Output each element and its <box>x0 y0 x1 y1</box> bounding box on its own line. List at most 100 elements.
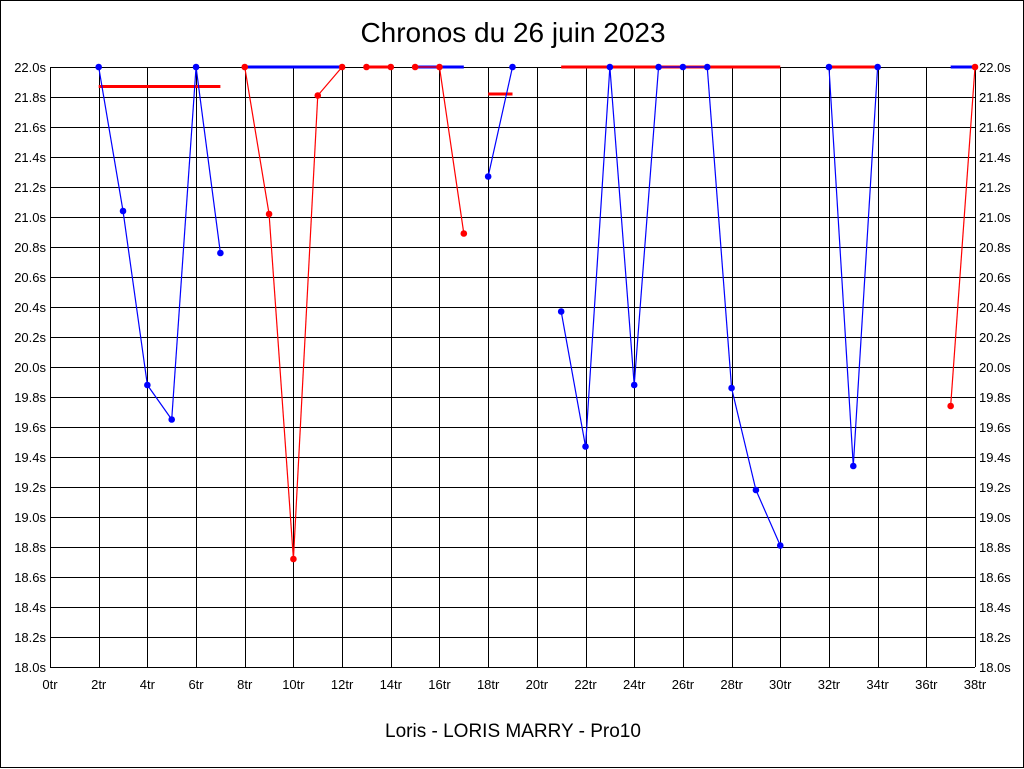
data-point <box>411 63 419 71</box>
series-line <box>122 210 148 386</box>
data-point <box>679 63 687 71</box>
data-point <box>387 63 395 71</box>
y-tick-label-left: 19.2s <box>14 480 46 495</box>
y-tick-label-left: 20.4s <box>14 300 46 315</box>
x-tick-label: 16tr <box>428 677 451 692</box>
y-tick-label-left: 19.0s <box>14 510 46 525</box>
data-point <box>752 486 760 494</box>
chart-title: Chronos du 26 juin 2023 <box>360 17 666 48</box>
y-tick-label-right: 20.4s <box>979 300 1011 315</box>
data-point <box>314 92 322 99</box>
series-line <box>487 66 514 177</box>
y-tick-label-left: 21.6s <box>14 120 46 135</box>
x-tick-label: 22tr <box>574 677 597 692</box>
y-tick-label-right: 21.4s <box>979 150 1011 165</box>
y-tick-label-right: 19.6s <box>979 420 1011 435</box>
data-point <box>144 381 151 389</box>
data-point <box>484 173 492 180</box>
y-tick-label-left: 21.0s <box>14 210 46 225</box>
y-tick-label-left: 19.6s <box>14 420 46 435</box>
y-tick-label-right: 21.0s <box>979 210 1011 225</box>
x-tick-label: 32tr <box>818 677 841 692</box>
x-tick-label: 14tr <box>380 677 403 692</box>
data-point <box>971 63 979 71</box>
y-tick-label-left: 20.8s <box>14 240 46 255</box>
y-tick-label-left: 18.8s <box>14 540 46 555</box>
x-tick-label: 6tr <box>188 677 204 692</box>
x-tick-label: 26tr <box>672 677 695 692</box>
series-line <box>950 66 976 407</box>
data-point <box>557 308 565 315</box>
y-tick-label-right: 18.0s <box>979 660 1011 675</box>
data-point <box>436 63 443 71</box>
y-tick-label-left: 18.2s <box>14 630 46 645</box>
series-line <box>98 66 124 212</box>
x-tick-label: 24tr <box>623 677 646 692</box>
data-point <box>825 63 833 71</box>
x-tick-label: 20tr <box>526 677 549 692</box>
y-tick-label-left: 19.8s <box>14 390 46 405</box>
y-tick-label-right: 19.2s <box>979 480 1011 495</box>
x-tick-label: 0tr <box>42 677 58 692</box>
series-line <box>438 66 465 234</box>
series-line <box>609 66 635 386</box>
x-tick-label: 2tr <box>91 677 107 692</box>
x-tick-label: 12tr <box>331 677 354 692</box>
data-point <box>265 210 273 218</box>
y-tick-label-left: 21.2s <box>14 180 46 195</box>
x-tick-label: 38tr <box>964 677 987 692</box>
x-tick-label: 28tr <box>720 677 743 692</box>
data-point <box>509 63 516 71</box>
data-point <box>582 443 589 450</box>
series-line <box>560 311 587 447</box>
y-tick-label-right: 18.2s <box>979 630 1011 645</box>
y-tick-label-left: 18.0s <box>14 660 46 675</box>
y-tick-label-right: 20.6s <box>979 270 1011 285</box>
series-line <box>755 489 781 546</box>
data-point <box>338 63 346 71</box>
series-line <box>730 387 757 491</box>
x-tick-label: 34tr <box>866 677 889 692</box>
y-tick-label-right: 19.8s <box>979 390 1011 405</box>
series-line <box>146 384 173 420</box>
data-point <box>630 381 638 389</box>
data-point <box>606 63 614 71</box>
y-tick-label-left: 18.4s <box>14 600 46 615</box>
y-tick-label-left: 20.6s <box>14 270 46 285</box>
series-line <box>828 66 854 467</box>
y-tick-label-right: 21.6s <box>979 120 1011 135</box>
y-tick-label-right: 20.0s <box>979 360 1011 375</box>
data-point <box>363 63 370 71</box>
data-point <box>655 63 662 71</box>
series-line <box>268 213 295 560</box>
series-line <box>171 66 197 420</box>
series-line <box>292 95 319 560</box>
data-point <box>728 384 735 392</box>
y-tick-label-right: 18.4s <box>979 600 1011 615</box>
y-tick-label-right: 18.8s <box>979 540 1011 555</box>
data-point <box>241 63 249 71</box>
chart-caption: Loris - LORIS MARRY - Pro10 <box>385 721 641 742</box>
y-tick-label-right: 18.6s <box>979 570 1011 585</box>
y-tick-label-left: 18.6s <box>14 570 46 585</box>
y-tick-label-left: 21.8s <box>14 90 46 105</box>
data-point <box>192 63 200 71</box>
data-point <box>95 63 102 71</box>
y-tick-label-right: 20.2s <box>979 330 1011 345</box>
y-tick-label-left: 21.4s <box>14 150 46 165</box>
y-tick-label-right: 19.0s <box>979 510 1011 525</box>
series-line <box>852 66 879 467</box>
y-tick-label-right: 19.4s <box>979 450 1011 465</box>
y-tick-label-right: 21.8s <box>979 90 1011 105</box>
data-point <box>874 63 881 71</box>
data-point <box>947 402 954 410</box>
data-point <box>119 207 127 215</box>
y-tick-label-left: 22.0s <box>14 60 46 75</box>
x-tick-label: 36tr <box>915 677 938 692</box>
x-tick-label: 10tr <box>282 677 305 692</box>
y-tick-label-right: 20.8s <box>979 240 1011 255</box>
data-point <box>703 63 711 71</box>
y-tick-label-left: 20.0s <box>14 360 46 375</box>
